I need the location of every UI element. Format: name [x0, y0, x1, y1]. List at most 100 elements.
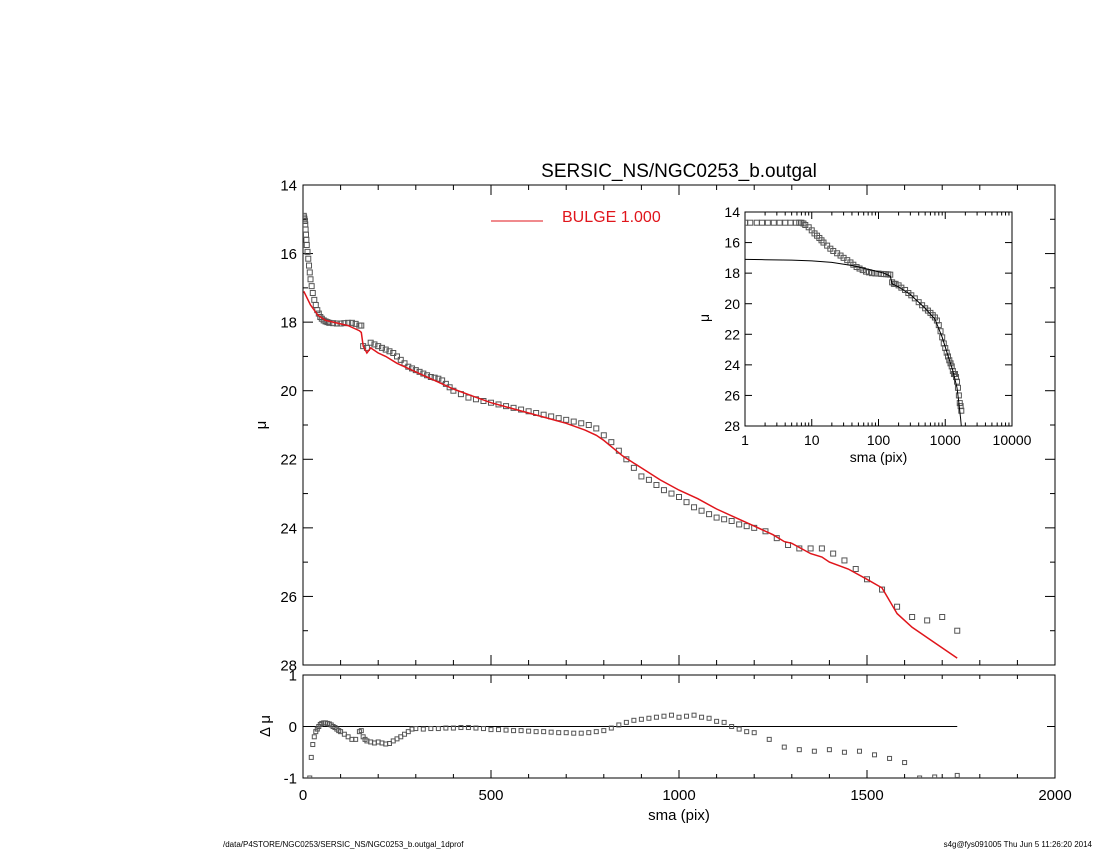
resid-data-point: [684, 713, 690, 719]
resid-data-point: [721, 719, 727, 725]
inset-data-point: [955, 392, 962, 399]
main-y-tick-label: 28: [280, 657, 297, 674]
resid-data-point: [932, 774, 938, 778]
resid-data-point: [586, 730, 592, 736]
resid-data-point: [676, 714, 682, 720]
resid-data-point: [699, 714, 705, 720]
inset-y-tick-label: 26: [724, 387, 740, 403]
main-data-point: [691, 504, 698, 511]
resid-data-point: [307, 775, 313, 778]
resid-data-point: [311, 734, 317, 740]
resid-data-point: [563, 730, 569, 736]
inset-data-point: [908, 292, 915, 299]
inset-data-point: [919, 302, 926, 309]
inset-data-point: [764, 219, 771, 226]
main-data-point: [818, 545, 825, 552]
main-data-point: [924, 617, 931, 624]
main-data-point: [593, 425, 600, 432]
main-data-point: [352, 320, 359, 327]
resid-data-point: [766, 736, 772, 742]
inset-data-point: [889, 279, 896, 286]
main-data-point: [371, 341, 378, 348]
main-y-axis-label: μ: [253, 421, 270, 430]
footer-timestamp: s4g@fys091005 Thu Jun 5 11:26:20 2014: [943, 840, 1092, 849]
main-data-point: [864, 576, 870, 583]
resid-data-point: [398, 734, 404, 740]
resid-data-point: [480, 726, 486, 732]
main-data-point: [382, 346, 389, 353]
inset-x-axis-label: sma (pix): [850, 449, 908, 465]
main-data-point: [394, 353, 400, 360]
resid-data-point: [706, 715, 712, 721]
main-data-point: [390, 350, 397, 356]
inset-data-point: [759, 219, 766, 226]
main-y-tick-label: 22: [280, 452, 297, 469]
footer-file-path: /data/P4STORE/NGC0253/SERSIC_NS/NGC0253_…: [223, 840, 464, 849]
resid-data-point: [420, 726, 426, 732]
main-data-point: [630, 464, 637, 471]
main-data-point: [308, 283, 315, 290]
resid-data-point: [623, 719, 629, 725]
inset-data-point: [915, 299, 922, 306]
resid-data-point: [646, 715, 652, 721]
resid-data-point: [593, 729, 599, 735]
chart-title: SERSIC_NS/NGC0253_b.outgal: [541, 161, 817, 182]
inset-series-line: [745, 258, 962, 426]
resid-data-point: [465, 725, 471, 731]
main-data-point: [570, 418, 577, 425]
inset-data-point: [820, 239, 827, 246]
resid-data-point: [714, 718, 720, 724]
inset-y-tick-label: 20: [724, 296, 740, 312]
resid-data-point: [856, 748, 862, 754]
resid-data-point: [338, 729, 344, 735]
main-data-point: [401, 360, 408, 367]
inset-x-tick-label: 100: [867, 432, 891, 448]
main-data-point: [358, 322, 365, 329]
main-data-point: [563, 416, 570, 423]
resid-x-tick-label: 1500: [850, 787, 883, 804]
resid-data-point: [736, 726, 742, 732]
resid-data-point: [341, 731, 347, 737]
main-data-point: [638, 473, 645, 480]
legend-label: BULGE 1.000: [562, 209, 661, 226]
inset-y-tick-label: 24: [724, 357, 740, 373]
inset-data-point: [947, 360, 954, 367]
main-data-point: [736, 521, 743, 528]
resid-x-tick-label: 0: [299, 787, 307, 804]
main-y-tick-label: 26: [280, 589, 297, 606]
main-data-point: [728, 518, 735, 524]
main-data-point: [954, 627, 961, 634]
resid-data-point: [917, 775, 923, 778]
inset-data-point: [776, 219, 783, 226]
resid-data-point: [402, 731, 408, 737]
main-data-point: [309, 290, 316, 296]
resid-data-point: [811, 748, 817, 754]
resid-data-point: [428, 726, 434, 732]
main-data-point: [608, 439, 615, 446]
main-data-point: [660, 487, 667, 494]
resid-data-point: [653, 714, 659, 720]
inset-data-point: [869, 270, 876, 277]
inset-y-tick-label: 18: [724, 265, 740, 281]
inset-y-axis-label: μ: [696, 314, 712, 322]
inset-y-tick-label: 16: [724, 235, 740, 251]
inset-y-tick-label: 22: [724, 326, 740, 342]
resid-y-tick-label: -1: [284, 770, 297, 787]
main-data-point: [378, 344, 385, 351]
resid-data-point: [353, 736, 359, 742]
main-data-point: [676, 494, 682, 500]
resid-data-point: [841, 749, 847, 755]
resid-data-point: [729, 724, 735, 729]
resid-data-point: [458, 725, 464, 731]
main-data-point: [446, 384, 453, 391]
resid-data-point: [902, 760, 908, 766]
main-data-point: [841, 557, 848, 564]
inset-data-point: [770, 219, 777, 226]
inset-data-point: [856, 265, 863, 272]
main-data-point: [762, 528, 769, 535]
resid-data-point: [548, 729, 554, 735]
resid-x-axis-label: sma (pix): [648, 807, 710, 824]
inset-y-tick-label: 14: [724, 204, 740, 220]
resid-data-point: [638, 716, 644, 722]
